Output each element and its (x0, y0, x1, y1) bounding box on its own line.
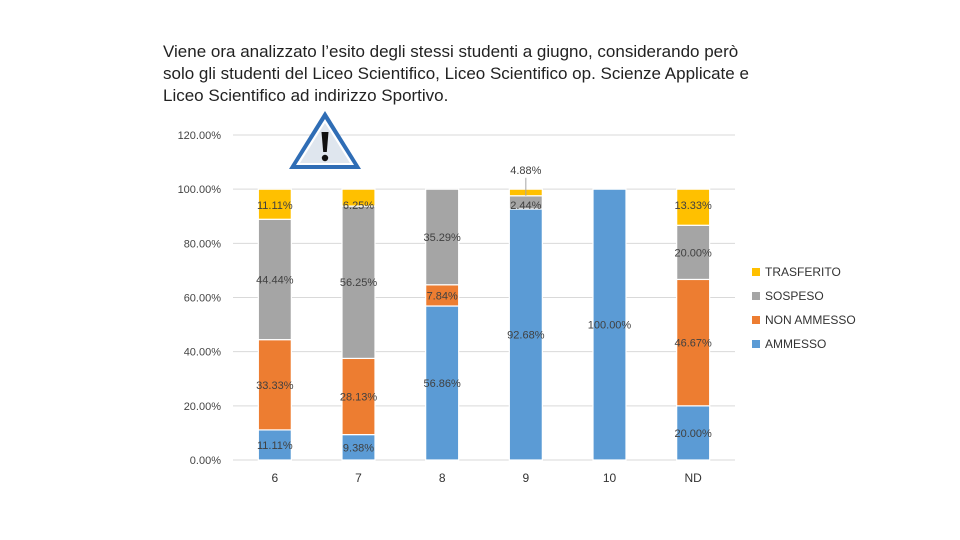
y-tick-label: 80.00% (184, 238, 222, 250)
data-label: 11.11% (257, 200, 293, 212)
data-label: 56.86% (424, 378, 462, 390)
y-tick-label: 0.00% (190, 455, 221, 467)
data-label: 92.68% (507, 329, 545, 341)
bar-segment (676, 188, 711, 226)
slide-title: Viene ora analizzato l’esito degli stess… (163, 41, 803, 107)
data-label: 28.13% (340, 392, 378, 404)
bar-segment (341, 188, 376, 207)
y-tick-label: 20.00% (184, 401, 222, 413)
data-label: 13.33% (675, 200, 713, 212)
x-tick-label: 9 (522, 471, 529, 485)
legend-label: TRASFERITO (765, 265, 841, 279)
data-label: 6.25% (343, 200, 374, 212)
data-label: 35.29% (424, 232, 462, 244)
legend-label: NON AMMESSO (765, 313, 856, 327)
slide-title-line: solo gli studenti del Liceo Scientifico,… (163, 64, 749, 83)
data-label: 2.44% (510, 200, 541, 212)
data-label: 44.44% (256, 274, 294, 286)
bar-segment (257, 188, 292, 220)
y-tick-label: 60.00% (184, 293, 222, 305)
legend-swatch (752, 316, 760, 324)
slide-title-line: Liceo Scientifico ad indirizzo Sportivo. (163, 86, 449, 105)
slide-title-line: Viene ora analizzato l’esito degli stess… (163, 42, 739, 61)
legend-swatch (752, 268, 760, 276)
data-label: 4.88% (510, 165, 541, 177)
x-tick-label: 8 (439, 471, 446, 485)
y-tick-label: 40.00% (184, 347, 222, 359)
warning-triangle-icon (289, 111, 361, 169)
bar-segment (592, 188, 627, 461)
bar-segment (257, 429, 292, 461)
legend-label: SOSPESO (765, 289, 824, 303)
data-label: 9.38% (343, 442, 374, 454)
x-tick-label: 6 (271, 471, 278, 485)
bar-segment (425, 305, 460, 461)
legend-swatch (752, 340, 760, 348)
bar-segment (676, 224, 711, 281)
y-tick-label: 120.00% (178, 130, 222, 142)
data-label: 20.00% (675, 247, 713, 259)
x-tick-label: ND (684, 471, 702, 485)
x-tick-label: 7 (355, 471, 362, 485)
data-label: 46.67% (675, 338, 713, 350)
bar-segment (341, 357, 376, 436)
legend-swatch (752, 292, 760, 300)
data-label: 100.00% (588, 320, 632, 332)
data-label: 20.00% (675, 428, 713, 440)
bar-segment (341, 205, 376, 360)
bar-segment (676, 278, 711, 407)
bar-segment (508, 208, 543, 461)
data-label: 56.25% (340, 277, 378, 289)
bar-segment (341, 433, 376, 461)
data-label: 7.84% (427, 290, 458, 302)
data-label: 33.33% (256, 380, 294, 392)
bar-segment (676, 405, 711, 461)
data-label: 11.11% (257, 440, 293, 452)
bar-segment (425, 188, 460, 286)
x-tick-label: 10 (603, 471, 617, 485)
y-tick-label: 100.00% (178, 184, 222, 196)
legend-label: AMMESSO (765, 337, 826, 351)
